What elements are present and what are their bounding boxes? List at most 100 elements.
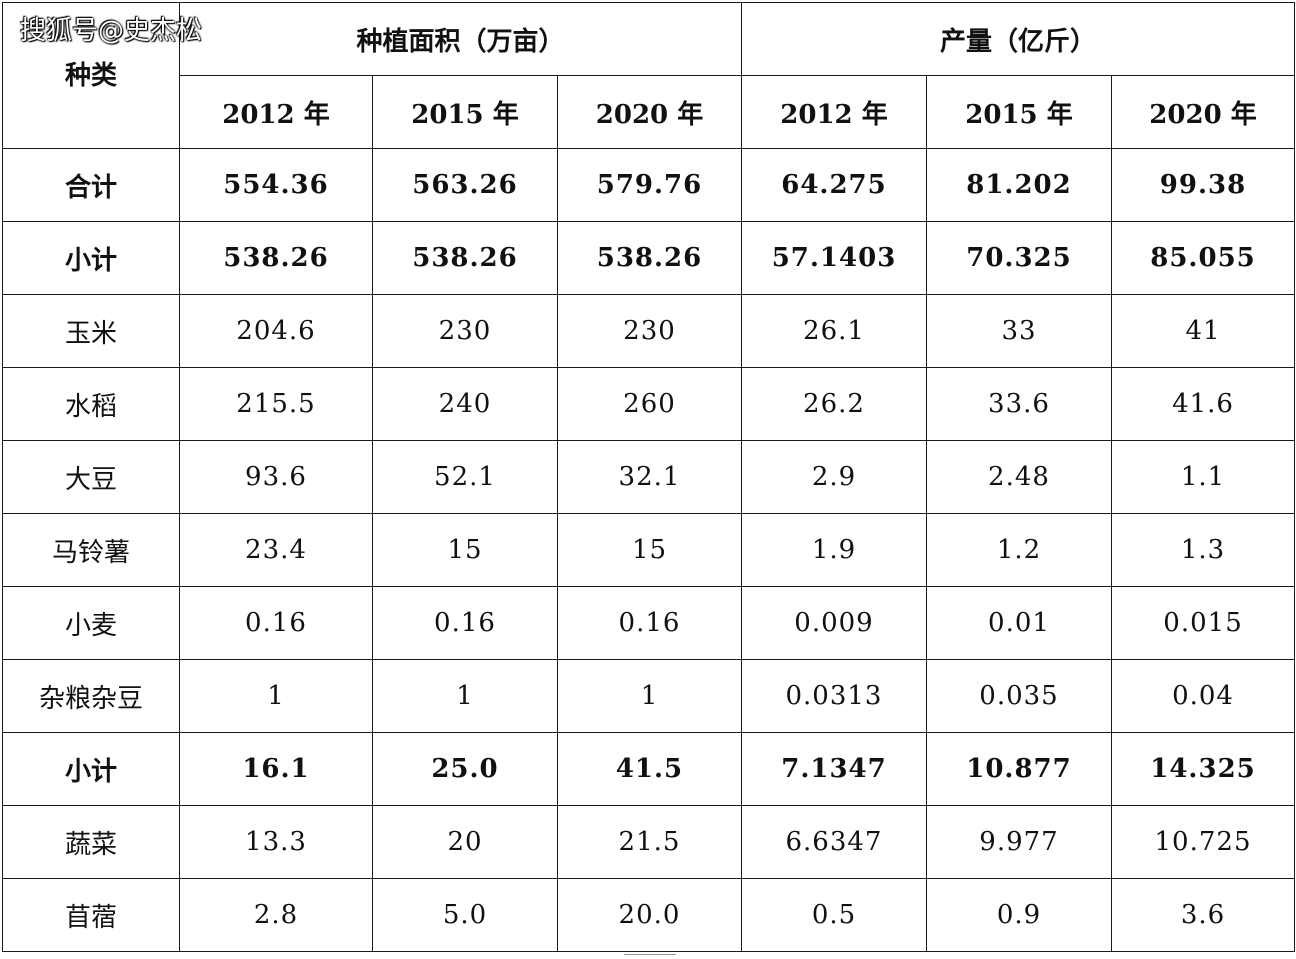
row-category-name: 小麦 xyxy=(2,586,180,660)
table-cell-value: 204.6 xyxy=(179,294,373,368)
table-cell-value: 579.76 xyxy=(557,148,742,222)
row-category-name: 小计 xyxy=(2,732,180,806)
row-category-name: 杂粮杂豆 xyxy=(2,659,180,733)
table-cell-value: 0.16 xyxy=(557,586,742,660)
table-cell-value: 230 xyxy=(557,294,742,368)
table-cell-value: 554.36 xyxy=(179,148,373,222)
row-category-name: 蔬菜 xyxy=(2,805,180,879)
table-cell-value: 81.202 xyxy=(926,148,1112,222)
table-cell-value: 1.1 xyxy=(1110,440,1296,514)
table-cell-value: 41.5 xyxy=(557,732,742,806)
year-header: 2012 年 xyxy=(741,75,927,149)
table-row: 玉米 204.6 230 230 26.1 33 41 xyxy=(2,294,1296,368)
table-cell-value: 0.009 xyxy=(741,586,927,660)
table-cell-value: 3.6 xyxy=(1110,878,1296,952)
table-cell-value: 57.1403 xyxy=(741,221,927,295)
header-row-groups: 种类 种植面积（万亩） 产量（亿斤） xyxy=(2,2,1296,149)
page-footer-mark xyxy=(624,954,676,958)
table-cell-value: 7.1347 xyxy=(741,732,927,806)
table-cell-value: 85.055 xyxy=(1110,221,1296,295)
table-cell-value: 15 xyxy=(557,513,742,587)
table-cell-value: 10.725 xyxy=(1110,805,1296,879)
kind-header-label: 种类 xyxy=(64,61,117,91)
table-cell-value: 0.16 xyxy=(372,586,558,660)
year-header: 2015 年 xyxy=(926,75,1112,149)
table-cell-value: 13.3 xyxy=(179,805,373,879)
table-cell-value: 230 xyxy=(372,294,558,368)
table-row: 水稻 215.5 240 260 26.2 33.6 41.6 xyxy=(2,367,1296,441)
table-cell-value: 10.877 xyxy=(926,732,1112,806)
area-group-header: 种植面积（万亩） xyxy=(179,2,742,76)
table-body: 合计 554.36 563.26 579.76 64.275 81.202 99.38 小计 5… xyxy=(2,148,1296,952)
table-cell-value: 70.325 xyxy=(926,221,1112,295)
table-cell-value: 5.0 xyxy=(372,878,558,952)
table-cell-value: 215.5 xyxy=(179,367,373,441)
table-cell-value: 99.38 xyxy=(1110,148,1296,222)
table-cell-value: 64.275 xyxy=(741,148,927,222)
table-cell-value: 538.26 xyxy=(372,221,558,295)
kind-header-cell: 种类 xyxy=(2,2,180,149)
table-cell-value: 33.6 xyxy=(926,367,1112,441)
table-row: 小麦 0.16 0.16 0.16 0.009 0.01 0.015 xyxy=(2,586,1296,660)
row-category-name: 马铃薯 xyxy=(2,513,180,587)
table-cell-value: 93.6 xyxy=(179,440,373,514)
table-cell-value: 26.2 xyxy=(741,367,927,441)
table-cell-value: 538.26 xyxy=(179,221,373,295)
table-cell-value: 16.1 xyxy=(179,732,373,806)
row-category-name: 合计 xyxy=(2,148,180,222)
table-cell-value: 41 xyxy=(1110,294,1296,368)
table-row: 杂粮杂豆 1 1 1 0.0313 0.035 0.04 xyxy=(2,659,1296,733)
row-category-name: 小计 xyxy=(2,221,180,295)
table-cell-value: 0.015 xyxy=(1110,586,1296,660)
table-cell-value: 0.01 xyxy=(926,586,1112,660)
table-cell-value: 0.04 xyxy=(1110,659,1296,733)
table-cell-value: 14.325 xyxy=(1110,732,1296,806)
year-header: 2012 年 xyxy=(179,75,373,149)
year-header: 2015 年 xyxy=(372,75,558,149)
yield-group-header: 产量（亿斤） xyxy=(740,2,1296,76)
table-cell-value: 25.0 xyxy=(372,732,558,806)
table-cell-value: 6.6347 xyxy=(741,805,927,879)
table-cell-value: 33 xyxy=(926,294,1112,368)
table-cell-value: 260 xyxy=(557,367,742,441)
table-cell-value: 538.26 xyxy=(557,221,742,295)
row-category-name: 大豆 xyxy=(2,440,180,514)
table-cell-value: 52.1 xyxy=(372,440,558,514)
table-cell-value: 20 xyxy=(372,805,558,879)
table-cell-value: 1 xyxy=(557,659,742,733)
table-cell-value: 2.9 xyxy=(741,440,927,514)
table-cell-value: 1.9 xyxy=(741,513,927,587)
table-row: 马铃薯 23.4 15 15 1.9 1.2 1.3 xyxy=(2,513,1296,587)
table-cell-value: 240 xyxy=(372,367,558,441)
table-cell-value: 9.977 xyxy=(926,805,1112,879)
table-cell-value: 0.0313 xyxy=(741,659,927,733)
table-cell-value: 1 xyxy=(372,659,558,733)
table-cell-value: 0.9 xyxy=(926,878,1112,952)
table-cell-value: 41.6 xyxy=(1110,367,1296,441)
table-cell-value: 2.8 xyxy=(179,878,373,952)
table-cell-value: 1.3 xyxy=(1110,513,1296,587)
table-row: 小计 538.26 538.26 538.26 57.1403 70.325 85.055 xyxy=(2,221,1296,295)
row-category-name: 水稻 xyxy=(2,367,180,441)
header-row-years: 2012 年 2015 年 2020 年 2012 年 2015 年 2020 … xyxy=(3,75,1296,149)
table-row: 大豆 93.6 52.1 32.1 2.9 2.48 1.1 xyxy=(2,440,1296,514)
table-cell-value: 21.5 xyxy=(557,805,742,879)
table-cell-value: 0.16 xyxy=(179,586,373,660)
table-cell-value: 2.48 xyxy=(926,440,1112,514)
year-header: 2020 年 xyxy=(557,75,742,149)
table-row: 苜蓿 2.8 5.0 20.0 0.5 0.9 3.6 xyxy=(2,878,1296,952)
table-cell-value: 1.2 xyxy=(926,513,1112,587)
year-header: 2020 年 xyxy=(1110,75,1296,149)
row-category-name: 玉米 xyxy=(2,294,180,368)
table-cell-value: 0.5 xyxy=(741,878,927,952)
table-cell-value: 15 xyxy=(372,513,558,587)
table-cell-value: 563.26 xyxy=(372,148,558,222)
table-cell-value: 1 xyxy=(179,659,373,733)
table-cell-value: 26.1 xyxy=(741,294,927,368)
table-cell-value: 32.1 xyxy=(557,440,742,514)
table-cell-value: 23.4 xyxy=(179,513,373,587)
table-cell-value: 20.0 xyxy=(557,878,742,952)
row-category-name: 苜蓿 xyxy=(2,878,180,952)
table-row: 蔬菜 13.3 20 21.5 6.6347 9.977 10.725 xyxy=(2,805,1296,879)
